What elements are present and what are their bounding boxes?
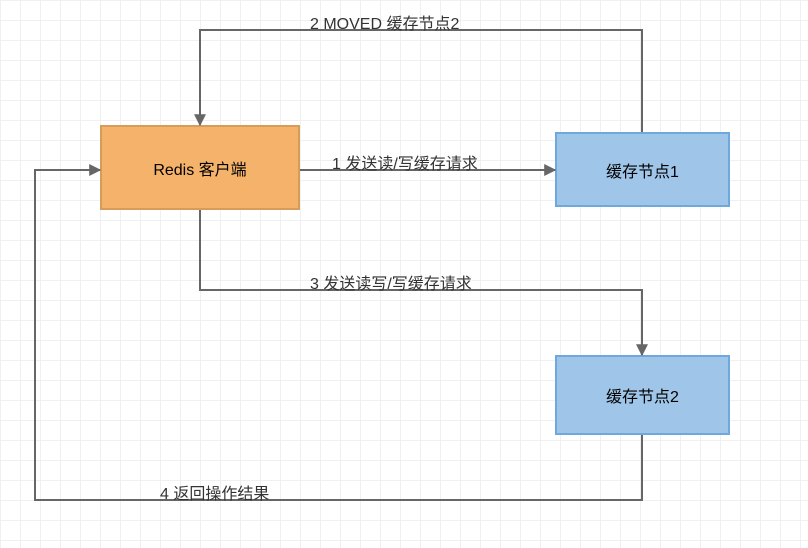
edge-3-label: 3 发送读写/写缓存请求	[310, 270, 472, 294]
edge-1-label: 1 发送读/写缓存请求	[332, 150, 478, 174]
edge-2	[200, 30, 642, 132]
cache1-node: 缓存节点1	[555, 132, 730, 207]
edge-4-label: 4 返回操作结果	[160, 480, 269, 504]
client-node-label: Redis 客户端	[153, 156, 246, 180]
cache2-node-label: 缓存节点2	[606, 383, 679, 407]
edge-2-label: 2 MOVED 缓存节点2	[310, 10, 459, 34]
edge-4	[35, 170, 642, 500]
cache2-node: 缓存节点2	[555, 355, 730, 435]
cache1-node-label: 缓存节点1	[606, 158, 679, 182]
client-node: Redis 客户端	[100, 125, 300, 210]
